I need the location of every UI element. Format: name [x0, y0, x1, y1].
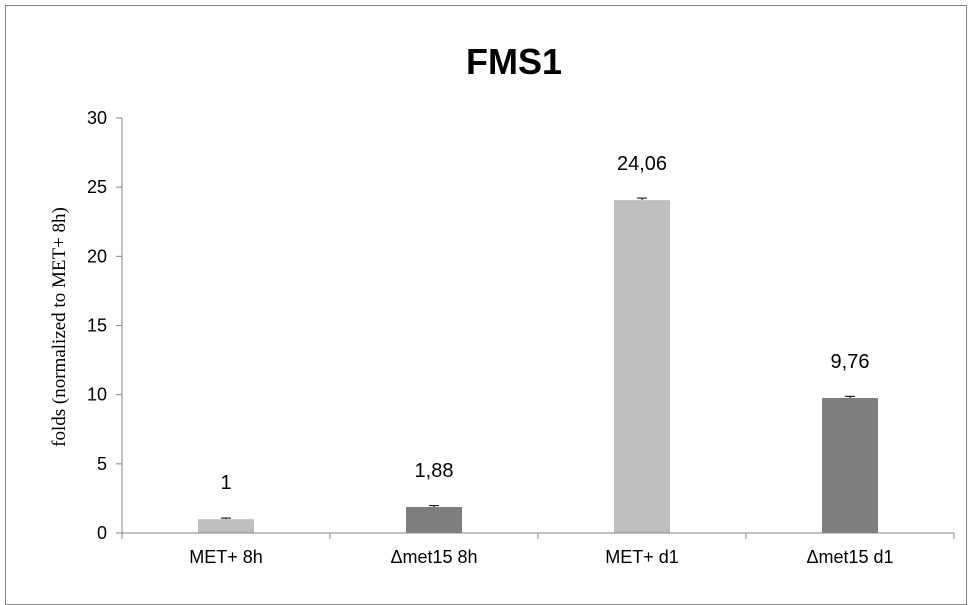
bars — [198, 200, 878, 534]
category-labels: MET+ 8h Δmet15 8h MET+ d1 Δmet15 d1 — [121, 533, 955, 567]
data-label: 1 — [220, 472, 231, 494]
bar — [614, 200, 670, 534]
data-label: 1,88 — [415, 460, 454, 482]
bar — [198, 519, 254, 533]
y-tick-label: 10 — [87, 385, 107, 405]
chart-title: FMS1 — [466, 41, 562, 82]
data-label: 24,06 — [617, 153, 667, 175]
y-tick-label: 25 — [87, 177, 107, 197]
y-axis-label: folds (normalized to MET+ 8h) — [49, 207, 70, 447]
y-tick-label: 5 — [97, 454, 107, 474]
y-tick-label: 15 — [87, 316, 107, 336]
bar — [822, 397, 878, 533]
chart-frame — [5, 5, 967, 605]
category-label: Δmet15 8h — [390, 547, 477, 567]
error-bars — [221, 197, 855, 520]
category-label: MET+ d1 — [605, 547, 679, 567]
category-label: MET+ 8h — [189, 547, 263, 567]
y-tick-label: 20 — [87, 246, 107, 266]
y-axis-ticks: 0 5 10 15 20 25 30 — [87, 108, 122, 543]
data-label: 9,76 — [831, 351, 870, 373]
y-tick-label: 30 — [87, 108, 107, 128]
bar — [406, 506, 462, 533]
y-tick-label: 0 — [97, 523, 107, 543]
category-label: Δmet15 d1 — [806, 547, 893, 567]
data-labels: 1 1,88 24,06 9,76 — [220, 153, 869, 494]
